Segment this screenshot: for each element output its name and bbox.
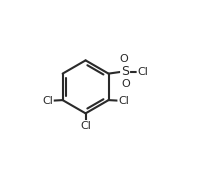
Text: O: O xyxy=(121,79,130,89)
Text: O: O xyxy=(119,54,128,64)
Text: Cl: Cl xyxy=(80,121,91,131)
Text: Cl: Cl xyxy=(42,96,53,106)
Text: S: S xyxy=(121,65,129,78)
Text: Cl: Cl xyxy=(138,67,148,77)
Text: Cl: Cl xyxy=(118,96,129,106)
